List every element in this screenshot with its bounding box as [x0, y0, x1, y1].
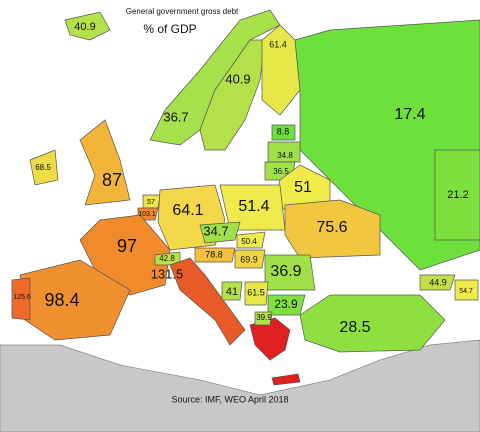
region [194, 247, 236, 263]
region-value-label: 50.4 [241, 237, 257, 246]
region-value-label: 64.1 [172, 202, 203, 219]
region [236, 231, 266, 249]
region [244, 281, 269, 306]
region-value-label: 97 [117, 236, 137, 256]
region-value-label: 125.6 [13, 294, 31, 301]
region-value-label: 28.5 [339, 319, 370, 336]
greece [249, 317, 291, 361]
region [264, 254, 316, 291]
region [221, 281, 243, 301]
region-value-label: 69.9 [240, 254, 258, 264]
region-value-label: 44.9 [429, 277, 447, 287]
region [79, 119, 131, 206]
region [434, 149, 480, 241]
region [169, 257, 246, 346]
region-value-label: 23.9 [274, 297, 298, 311]
region [267, 141, 301, 163]
region [199, 39, 266, 151]
region-value-label: 75.6 [316, 219, 347, 236]
title: General government gross debt [126, 7, 239, 16]
crete [271, 373, 301, 386]
region-value-label: 8.8 [277, 126, 290, 136]
region [299, 294, 446, 353]
region [294, 19, 480, 271]
region-value-label: 51.4 [238, 198, 269, 215]
region-shapes [11, 9, 480, 353]
region-value-label: 131.5 [151, 266, 184, 281]
region-value-label: 42.8 [159, 254, 175, 263]
subtitle: % of GDP [143, 22, 196, 36]
region [29, 149, 59, 186]
region-value-label: 54.7 [459, 288, 473, 295]
region [419, 274, 456, 291]
region-value-label: 40.9 [74, 21, 95, 33]
region [271, 124, 296, 141]
region [64, 11, 111, 41]
region [19, 259, 131, 341]
region-value-label: 39.9 [256, 313, 272, 322]
region [284, 199, 381, 259]
region [234, 249, 266, 269]
region [454, 279, 479, 301]
region-value-label: 36.5 [273, 167, 289, 176]
region-value-label: 36.9 [270, 263, 301, 280]
region-labels: 40.9 36.7 40.9 61.4 17.4 8.8 34.8 36.5 51 68.5 87 2… [13, 21, 473, 336]
regions: 40.9 36.7 40.9 61.4 17.4 8.8 34.8 36.5 51 68.5 87 2… [11, 9, 480, 353]
region-value-label: 68.5 [35, 163, 51, 172]
region-value-label: 34.7 [203, 223, 228, 238]
non-europe-land [0, 339, 480, 432]
region-value-label: 21.2 [447, 189, 468, 201]
region-value-label: 51 [294, 179, 312, 196]
region-value-label: 98.4 [44, 290, 79, 310]
region [254, 311, 273, 326]
region-value-label: 87 [102, 170, 122, 190]
region-value-label: 61.5 [247, 287, 265, 297]
region-value-label: 41 [226, 286, 238, 298]
region-value-label: 61.4 [269, 39, 287, 49]
region [199, 221, 241, 244]
region-value-label: 36.7 [163, 109, 188, 124]
region-value-label: 40.9 [225, 71, 250, 86]
region-value-label: 17.4 [394, 106, 425, 123]
region [11, 277, 31, 321]
region-value-label: 78.8 [205, 249, 223, 259]
region-value-label: 34.8 [277, 151, 293, 160]
region-value-label: 57 [147, 199, 155, 206]
source: Source: IMF, WEO April 2018 [171, 394, 288, 404]
region-value-label: 103.1 [138, 211, 156, 218]
